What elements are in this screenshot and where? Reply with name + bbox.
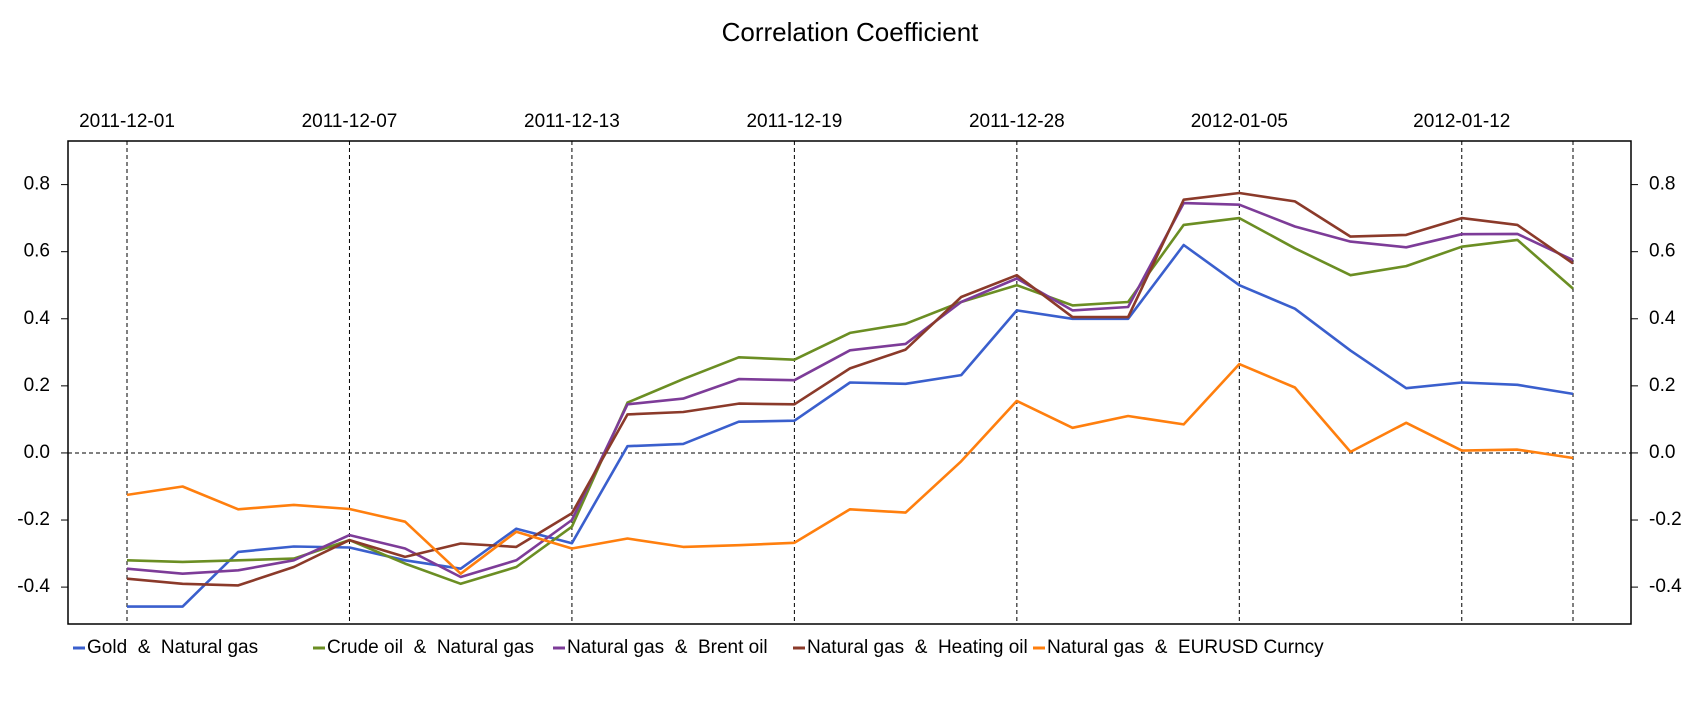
legend-label: Crude oil & Natural gas [327, 637, 534, 658]
y2-tick-label: 0.6 [1649, 241, 1675, 262]
legend-label: Gold & Natural gas [87, 637, 258, 658]
y-tick-label: 0.8 [24, 174, 50, 195]
legend-label: Natural gas & Heating oil [807, 637, 1028, 658]
series-line [126, 191, 1574, 587]
x-tick-label: 2011-12-13 [524, 111, 620, 132]
y2-tick-label: -0.2 [1649, 509, 1682, 530]
x-tick-label: 2011-12-28 [969, 111, 1065, 132]
x-tick-label: 2012-01-12 [1413, 111, 1510, 132]
legend-label: Natural gas & EURUSD Curncy [1047, 637, 1324, 658]
x-tick-label: 2011-12-07 [302, 111, 398, 132]
y2-tick-label: 0.0 [1649, 442, 1675, 463]
x-tick-label: 2011-12-19 [746, 111, 842, 132]
series-line [126, 362, 1574, 575]
x-tick-label: 2012-01-05 [1191, 111, 1288, 132]
series-line [126, 216, 1574, 586]
plot-frame [67, 140, 1632, 625]
y-tick-label: 0.2 [24, 375, 50, 396]
x-tick-label: 2011-12-01 [79, 111, 175, 132]
legend-label: Natural gas & Brent oil [567, 637, 768, 658]
y-tick-label: -0.4 [17, 576, 50, 597]
series-line [127, 243, 1574, 608]
y2-tick-label: 0.8 [1649, 174, 1675, 195]
series-line [126, 201, 1574, 579]
y-tick-label: 0.0 [24, 442, 50, 463]
chart-title: Correlation Coefficient [722, 17, 980, 47]
y-tick-label: -0.2 [17, 509, 50, 530]
y-tick-label: 0.6 [24, 241, 50, 262]
y2-tick-label: 0.2 [1649, 375, 1675, 396]
y2-tick-label: -0.4 [1649, 576, 1682, 597]
y2-tick-label: 0.4 [1649, 308, 1676, 329]
y-tick-label: 0.4 [24, 308, 51, 329]
